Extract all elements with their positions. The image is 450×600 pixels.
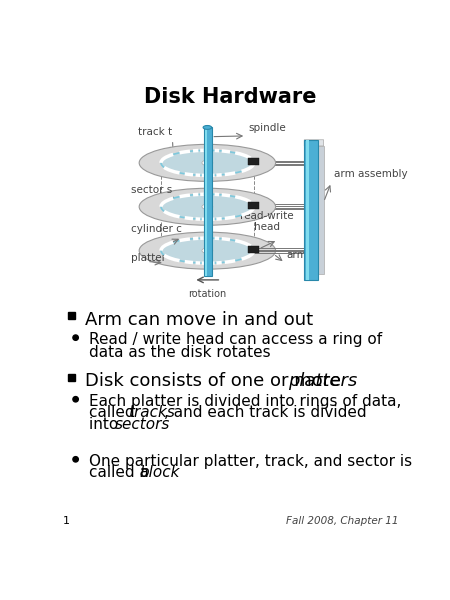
Bar — [318, 146, 324, 274]
Bar — [248, 202, 259, 209]
Ellipse shape — [203, 125, 212, 130]
FancyBboxPatch shape — [304, 140, 324, 146]
Text: Read / write head can access a ring of: Read / write head can access a ring of — [89, 332, 382, 347]
Text: rotation: rotation — [188, 289, 226, 299]
Ellipse shape — [161, 150, 254, 175]
Circle shape — [73, 397, 78, 402]
Ellipse shape — [139, 188, 275, 225]
Text: platter: platter — [131, 253, 166, 263]
Circle shape — [73, 457, 78, 462]
Text: arm assembly: arm assembly — [334, 169, 407, 179]
Text: track t: track t — [139, 127, 172, 137]
Ellipse shape — [202, 248, 213, 253]
Text: Each platter is divided into rings of data,: Each platter is divided into rings of da… — [89, 394, 401, 409]
Ellipse shape — [139, 145, 275, 181]
Text: platters: platters — [288, 372, 357, 391]
Text: called: called — [89, 406, 140, 421]
Bar — [248, 246, 259, 253]
Text: read-write
head: read-write head — [240, 211, 294, 232]
Text: Disk consists of one or more: Disk consists of one or more — [85, 372, 346, 391]
Ellipse shape — [161, 194, 254, 220]
Circle shape — [73, 335, 78, 340]
Text: 1: 1 — [63, 516, 69, 526]
Bar — [306, 140, 309, 280]
Text: Fall 2008, Chapter 11: Fall 2008, Chapter 11 — [286, 516, 399, 526]
Ellipse shape — [202, 204, 213, 209]
Ellipse shape — [161, 238, 254, 263]
Bar — [205, 127, 207, 276]
Text: into: into — [89, 417, 123, 432]
Text: spindle: spindle — [248, 123, 286, 133]
Text: arm: arm — [287, 250, 307, 260]
Text: Disk Hardware: Disk Hardware — [144, 88, 317, 107]
Ellipse shape — [139, 232, 275, 269]
Bar — [248, 158, 259, 165]
Text: data as the disk rotates: data as the disk rotates — [89, 344, 270, 359]
Text: tracks: tracks — [128, 406, 175, 421]
Text: , and each track is divided: , and each track is divided — [164, 406, 367, 421]
Text: One particular platter, track, and sector is: One particular platter, track, and secto… — [89, 454, 412, 469]
Ellipse shape — [202, 160, 213, 166]
Text: sectors: sectors — [115, 417, 171, 432]
Bar — [68, 312, 75, 319]
Text: block: block — [139, 466, 180, 481]
Text: cylinder c: cylinder c — [131, 224, 182, 235]
Bar — [68, 374, 75, 381]
Text: sector s: sector s — [131, 185, 173, 195]
Text: Arm can move in and out: Arm can move in and out — [85, 311, 313, 329]
Bar — [304, 140, 318, 280]
Text: called a: called a — [89, 466, 153, 481]
Bar — [203, 127, 212, 276]
